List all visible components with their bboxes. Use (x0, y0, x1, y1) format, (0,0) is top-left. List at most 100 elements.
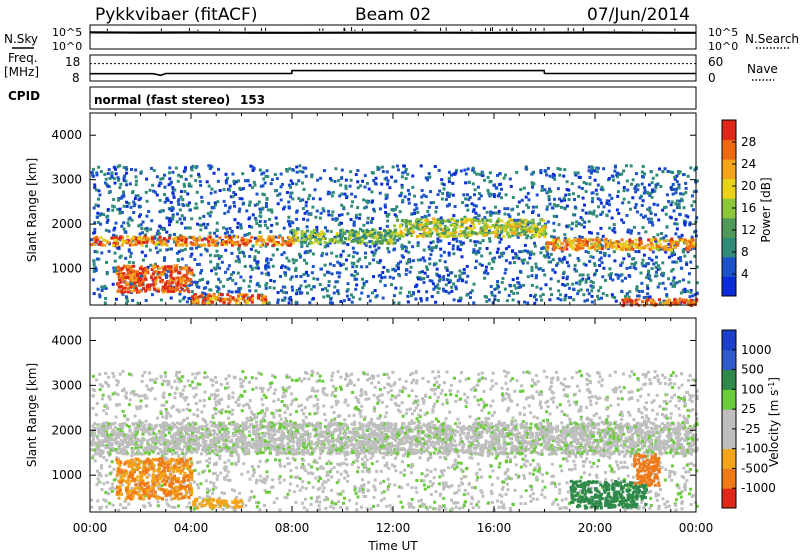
power-cell (545, 173, 549, 177)
power-cell (661, 170, 665, 174)
velocity-cell (227, 397, 231, 401)
power-cell (595, 214, 599, 218)
power-cell (633, 206, 637, 210)
power-cell (170, 281, 174, 285)
power-cell (179, 238, 183, 242)
power-cell (135, 287, 139, 291)
power-cell (495, 232, 499, 236)
power-cell (334, 167, 338, 171)
power-cell (671, 171, 675, 175)
power-cell (248, 289, 252, 293)
power-cell (650, 246, 654, 250)
power-cell (468, 233, 472, 237)
power-cell (262, 240, 266, 244)
date-title: 07/Jun/2014 (587, 5, 690, 25)
sky-panel: N.Sky 10^5 10^0 10^5 10^0 N.Search (4, 24, 799, 53)
power-cell (512, 291, 516, 295)
power-cell (636, 183, 640, 187)
power-cell (216, 254, 220, 258)
power-cell (695, 179, 699, 183)
power-cell (295, 165, 299, 169)
power-cell (133, 242, 137, 246)
power-cell (620, 238, 624, 242)
power-cell (637, 290, 641, 294)
power-cell (595, 238, 599, 242)
power-cell (358, 227, 362, 231)
power-cell (581, 246, 585, 250)
power-cell (438, 226, 442, 230)
power-cell (95, 257, 99, 261)
power-cell (471, 166, 475, 170)
power-cell (613, 245, 617, 249)
power-cell (133, 197, 137, 201)
power-cell (620, 290, 624, 294)
power-cell (318, 283, 322, 287)
power-cell (458, 274, 462, 278)
power-cell (691, 299, 695, 303)
power-cell (411, 185, 415, 189)
power-cell (145, 240, 149, 244)
power-cell (629, 247, 633, 251)
power-cell (613, 165, 617, 169)
velocity-cell (637, 409, 641, 413)
power-cell (197, 175, 201, 179)
power-cell (394, 179, 398, 183)
power-cell (563, 238, 567, 242)
power-cell (426, 209, 430, 213)
power-cell (351, 295, 355, 299)
power-cell (589, 242, 593, 246)
power-cell (100, 243, 104, 247)
power-cell (163, 284, 167, 288)
power-cell (558, 246, 562, 250)
power-cell (125, 167, 129, 171)
power-cell (581, 196, 585, 200)
power-cell (459, 230, 463, 234)
velocity-cell (511, 416, 515, 420)
power-cell (97, 220, 101, 224)
power-cell (545, 207, 549, 211)
power-cell (152, 168, 156, 172)
power-cell (534, 262, 538, 266)
power-cell (228, 227, 232, 231)
power-cell (302, 234, 306, 238)
sky-panel-frame (89, 24, 697, 50)
power-colorbar-segment (722, 217, 736, 238)
power-cell (321, 232, 325, 236)
velocity-cell (354, 438, 358, 442)
power-cell (509, 290, 513, 294)
power-cell (116, 267, 120, 271)
velocity-cell (452, 447, 456, 451)
power-cell (654, 265, 658, 269)
power-cell (115, 271, 119, 275)
power-cell (282, 251, 286, 255)
velocity-cell (680, 501, 684, 505)
power-cell (451, 237, 455, 241)
power-cell (662, 236, 666, 240)
power-cell (289, 179, 293, 183)
power-cell (497, 211, 501, 215)
power-cell (679, 266, 683, 270)
power-cell (452, 282, 456, 286)
power-cell (153, 236, 157, 240)
power-cell (483, 226, 487, 230)
power-cell (241, 242, 245, 246)
power-cell (650, 181, 654, 185)
power-cell (304, 204, 308, 208)
power-cell (145, 214, 149, 218)
power-cell (596, 294, 600, 298)
power-cell (452, 252, 456, 256)
power-cell (295, 289, 299, 293)
velocity-cell (339, 375, 343, 379)
power-cell (678, 256, 682, 260)
power-cell (519, 227, 523, 231)
power-cell (190, 247, 194, 251)
power-cell (157, 271, 161, 275)
power-cell (373, 244, 377, 248)
power-cell (687, 299, 691, 303)
power-cell (616, 171, 620, 175)
power-cell (556, 261, 560, 265)
velocity-cell (549, 380, 553, 384)
power-cell (458, 296, 462, 300)
power-cell (339, 255, 343, 259)
